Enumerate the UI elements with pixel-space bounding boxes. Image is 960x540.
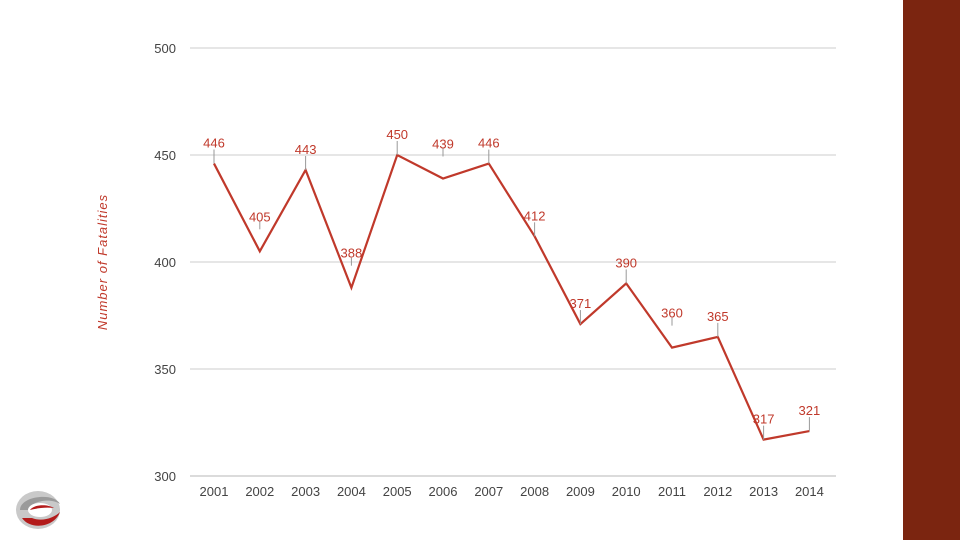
x-tick-label: 2014 bbox=[795, 484, 824, 499]
data-label: 360 bbox=[661, 306, 683, 321]
y-tick-label: 450 bbox=[154, 148, 176, 163]
y-tick-labels: 300 350 400 450 500 bbox=[154, 41, 176, 484]
y-tick-label: 300 bbox=[154, 469, 176, 484]
data-label: 388 bbox=[341, 246, 363, 261]
data-label: 405 bbox=[249, 209, 271, 224]
x-tick-label: 2003 bbox=[291, 484, 320, 499]
series-line bbox=[213, 153, 810, 441]
x-tick-label: 2011 bbox=[658, 484, 686, 499]
data-label: 446 bbox=[478, 136, 500, 151]
data-labels-layer: 446 405 443 388 450 439 446 412 371 390 360 365 317 3… bbox=[203, 127, 820, 440]
data-label: 321 bbox=[799, 403, 821, 418]
x-tick-label: 2012 bbox=[703, 484, 732, 499]
x-tick-label: 2006 bbox=[429, 484, 458, 499]
data-label: 365 bbox=[707, 309, 729, 324]
x-tick-label: 2007 bbox=[474, 484, 503, 499]
x-tick-labels: 2001 2002 2003 2004 2005 2006 2007 2008 2009 2010… bbox=[200, 484, 824, 499]
x-tick-label: 2002 bbox=[245, 484, 274, 499]
data-label: 317 bbox=[753, 412, 775, 427]
x-tick-label: 2009 bbox=[566, 484, 595, 499]
slide-accent-bar bbox=[903, 0, 960, 540]
x-tick-label: 2010 bbox=[612, 484, 641, 499]
data-label: 446 bbox=[203, 136, 225, 151]
x-tick-label: 2013 bbox=[749, 484, 778, 499]
company-logo-icon bbox=[16, 491, 60, 529]
data-label: 450 bbox=[386, 127, 408, 142]
x-tick-label: 2008 bbox=[520, 484, 549, 499]
series-line-layer bbox=[213, 153, 810, 441]
data-label: 371 bbox=[570, 296, 592, 311]
data-label: 390 bbox=[615, 255, 637, 270]
data-label: 439 bbox=[432, 137, 454, 152]
data-label: 412 bbox=[524, 208, 546, 223]
grid-layer bbox=[190, 47, 836, 477]
x-tick-label: 2005 bbox=[383, 484, 412, 499]
x-tick-label: 2004 bbox=[337, 484, 366, 499]
y-tick-label: 350 bbox=[154, 362, 176, 377]
y-tick-label: 400 bbox=[154, 255, 176, 270]
y-axis-label: Number of Fatalities bbox=[95, 194, 110, 330]
x-tick-label: 2001 bbox=[200, 484, 229, 499]
y-tick-label: 500 bbox=[154, 41, 176, 56]
data-label: 443 bbox=[295, 142, 317, 157]
